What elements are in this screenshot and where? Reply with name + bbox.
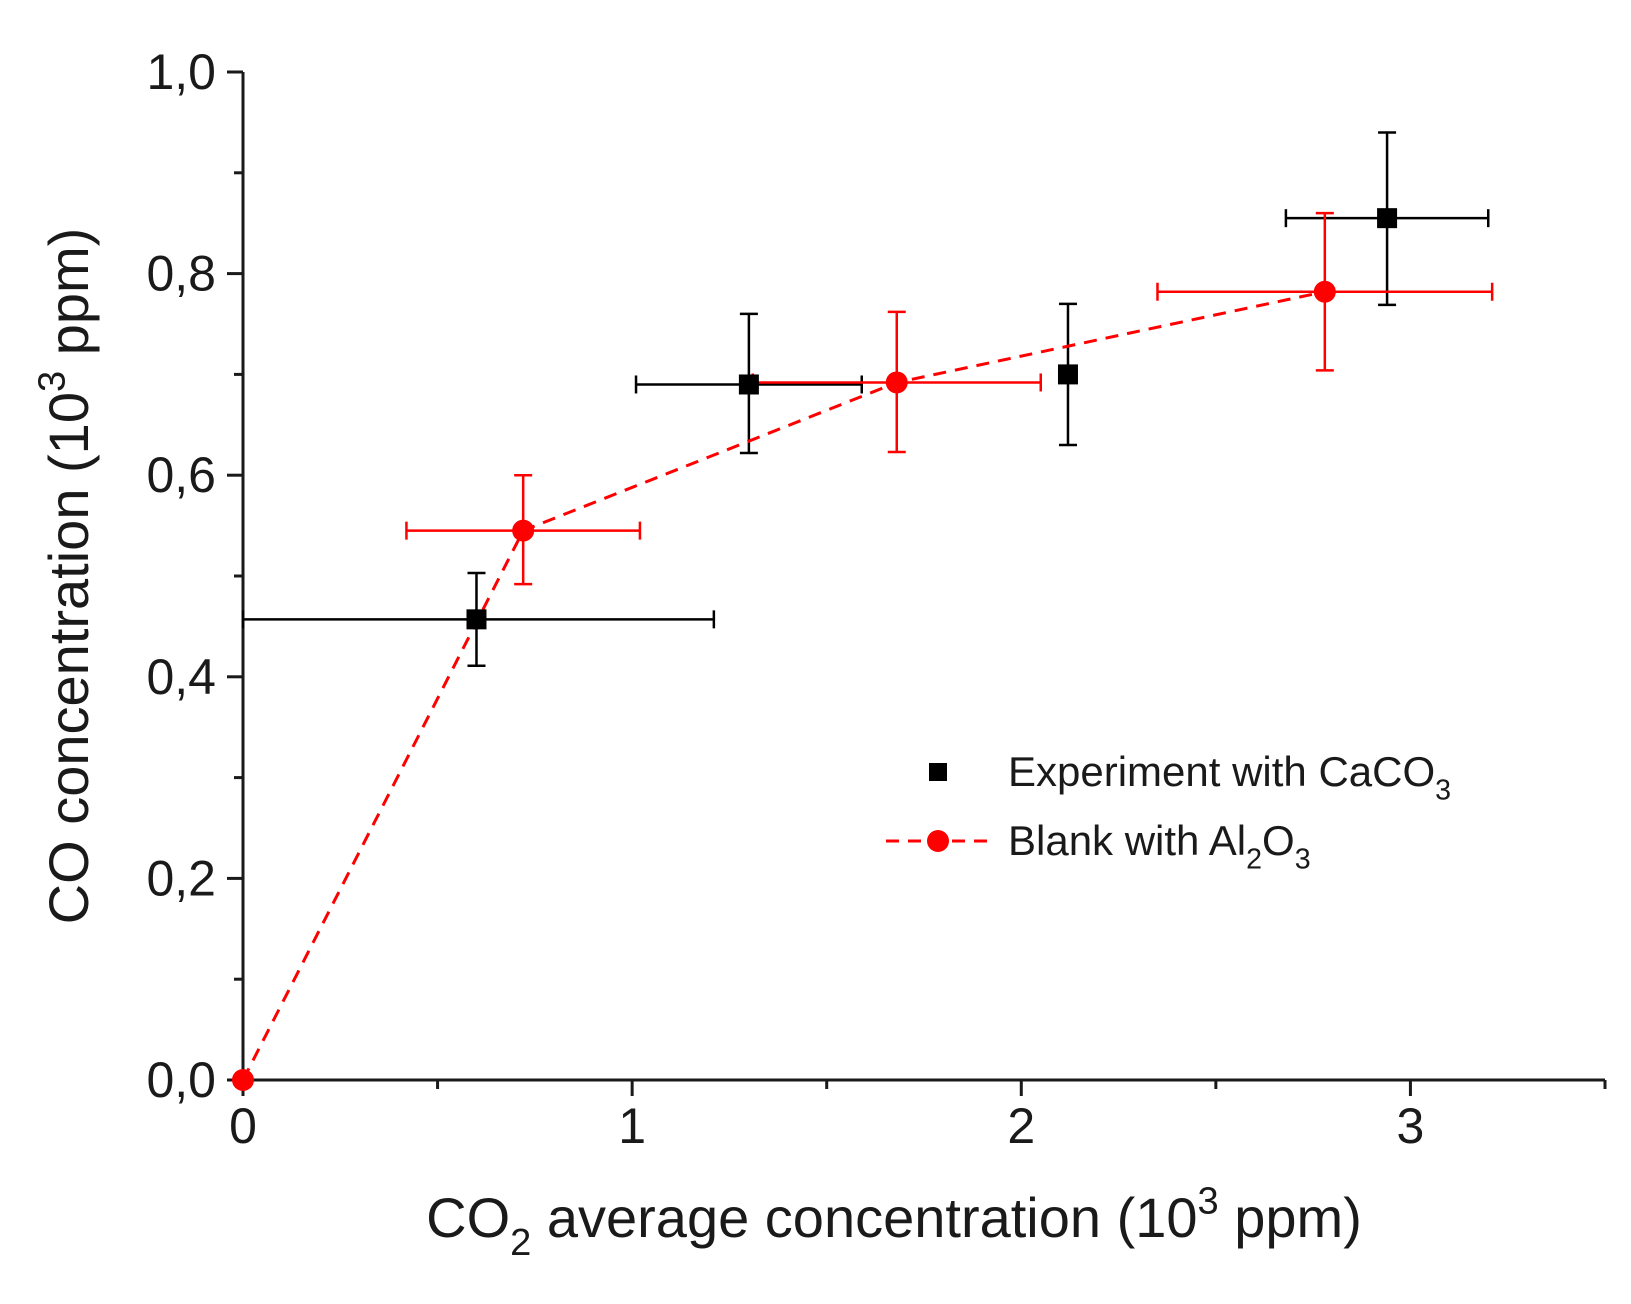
legend-label-1-part-3: 3 [1295,843,1311,875]
x-tick-label: 3 [1397,1098,1425,1154]
series-0-point [1377,208,1398,229]
y-tick-label: 0,4 [146,649,216,705]
series-0-point [1057,364,1078,385]
legend-label-1: Blank with Al2O3 [1008,817,1311,875]
series-1-point [232,1069,254,1091]
legend-label-0-part-0: Experiment with CaCO [1008,748,1435,795]
legend-marker-0 [929,763,947,781]
series-1-point [1313,280,1336,303]
y-tick-label: 1,0 [146,44,216,100]
x-tick-label: 1 [618,1098,646,1154]
x-tick-label: 0 [229,1098,257,1154]
y-axis-title-part-1: 3 [31,371,73,392]
x-axis-title-part-3: 3 [1198,1180,1219,1222]
legend-label-0-part-1: 3 [1435,774,1451,806]
x-axis-title-part-2: average concentration (10 [531,1186,1197,1249]
y-axis-title: CO concentration (103 ppm) [31,228,100,925]
data-markers [232,208,1398,1091]
series-0-point [466,609,487,630]
legend-label-0: Experiment with CaCO3 [1008,748,1451,806]
legend-marker-1 [927,830,949,852]
y-tick-label: 0,8 [146,246,216,302]
x-axis-title: CO2 average concentration (103 ppm) [426,1180,1362,1263]
x-axis-title-part-0: CO [426,1186,510,1249]
y-tick-label: 0,0 [146,1052,216,1108]
legend-label-1-part-1: 2 [1246,843,1262,875]
legend-label-1-part-0: Blank with Al [1008,817,1246,864]
y-axis-title-part-2: ppm) [37,228,100,371]
axes [227,70,1607,1096]
y-axis-title-part-0: CO concentration (10 [37,392,100,924]
x-axis-title-part-4: ppm) [1219,1186,1362,1249]
x-axis-title-part-1: 2 [510,1222,531,1264]
y-tick-label: 0,2 [146,850,216,906]
series-1-point [885,371,908,394]
series-0-point [738,374,759,395]
series-lines [241,290,1326,1081]
x-tick-label: 2 [1007,1098,1035,1154]
error-bars [241,131,1494,667]
legend-label-1-part-2: O [1262,817,1295,864]
y-tick-label: 0,6 [146,447,216,503]
series-1-point [512,519,535,542]
series-1-line [241,290,1326,1081]
